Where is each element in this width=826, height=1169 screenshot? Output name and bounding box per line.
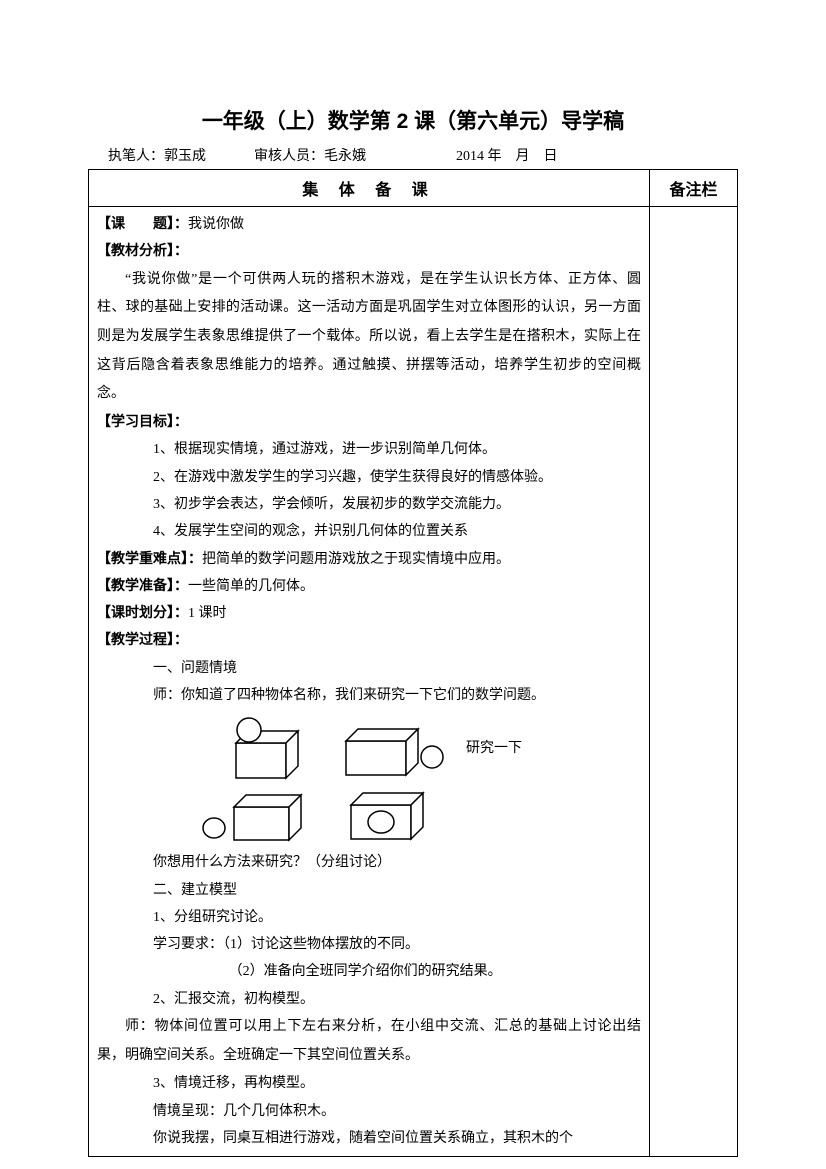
note-header-cell: 备注栏 (650, 170, 738, 207)
cuboid-ball-top-icon (216, 713, 316, 783)
section-2-3-line-1: 情境呈现：几个几何体积木。 (97, 1098, 641, 1125)
reviewer-label: 审核人员： (254, 149, 324, 164)
goal-item-2: 2、在游戏中激发学生的学习兴趣，使学生获得良好的情感体验。 (97, 464, 641, 491)
cuboid-ball-left-icon (199, 785, 309, 845)
diagram-label: 研究一下 (466, 735, 522, 762)
reviewer-name: 毛永娥 (324, 149, 366, 164)
diagram-row-bottom (97, 785, 641, 845)
diagram-row-top: 研究一下 (97, 713, 641, 783)
page-title: 一年级（上）数学第 2 课（第六单元）导学稿 (88, 105, 738, 135)
goal-item-3: 3、初步学会表达，学会倾听，发展初步的数学交流能力。 (97, 491, 641, 518)
author-label: 执笔人： (108, 149, 164, 164)
section-2-2-text: 师：物体间位置可以用上下左右来分析，在小组中交流、汇总的基础上讨论出结果，明确空… (97, 1013, 641, 1070)
main-content-cell: 【课 题】：我说你做 【教材分析】： “我说你做”是一个可供两人玩的搭积木游戏，… (89, 207, 650, 1157)
keypoints-line: 【教学重难点】：把简单的数学问题用游戏放之于现实情境中应用。 (97, 546, 641, 573)
section-2-2-title: 2、汇报交流，初构模型。 (97, 986, 641, 1013)
section-1-line-2: 你想用什么方法来研究？（分组讨论） (97, 849, 641, 876)
analysis-label: 【教材分析】： (97, 238, 641, 265)
reviewer-segment: 审核人员：毛永娥 (254, 145, 366, 165)
periods-label: 【课时划分】： (97, 606, 188, 621)
analysis-text: “我说你做”是一个可供两人玩的搭积木游戏，是在学生认识长方体、正方体、圆柱、球的… (97, 266, 641, 409)
cuboid-ball-front-icon (339, 785, 439, 845)
table-content-row: 【课 题】：我说你做 【教材分析】： “我说你做”是一个可供两人玩的搭积木游戏，… (89, 207, 738, 1157)
section-2-3-line-2: 你说我摆，同桌互相进行游戏，随着空间位置关系确立，其积木的个 (97, 1125, 641, 1152)
table-header-row: 集 体 备 课 备注栏 (89, 170, 738, 207)
section-1-line-1: 师：你知道了四种物体名称，我们来研究一下它们的数学问题。 (97, 682, 641, 709)
main-header-cell: 集 体 备 课 (89, 170, 650, 207)
topic-value: 我说你做 (188, 217, 244, 232)
lesson-plan-table: 集 体 备 课 备注栏 【课 题】：我说你做 【教材分析】： “我说你做”是一个… (88, 169, 738, 1157)
section-2-1-line-2: （2）准备向全班同学介绍你们的研究结果。 (97, 958, 641, 985)
section-2-1-line-1: 学习要求：（1）讨论这些物体摆放的不同。 (97, 931, 641, 958)
topic-line: 【课 题】：我说你做 (97, 211, 641, 238)
note-content-cell (650, 207, 738, 1157)
keypoints-value: 把简单的数学问题用游戏放之于现实情境中应用。 (202, 552, 510, 567)
prep-value: 一些简单的几何体。 (188, 579, 314, 594)
section-2-1-title: 1、分组研究讨论。 (97, 904, 641, 931)
prep-label: 【教学准备】： (97, 579, 188, 594)
date-segment: 2014 年 月 日 (456, 145, 558, 165)
topic-label: 【课 题】： (97, 217, 188, 232)
periods-line: 【课时划分】：1 课时 (97, 600, 641, 627)
section-2-3-title: 3、情境迁移，再构模型。 (97, 1070, 641, 1097)
process-label: 【教学过程】： (97, 627, 641, 654)
section-2-title: 二、建立模型 (97, 877, 641, 904)
author-segment: 执笔人：郭玉成 (108, 145, 206, 165)
section-1-title: 一、问题情境 (97, 655, 641, 682)
goals-label: 【学习目标】： (97, 409, 641, 436)
keypoints-label: 【教学重难点】： (97, 552, 202, 567)
cuboid-ball-right-icon (336, 713, 446, 783)
goal-item-4: 4、发展学生空间的观念，并识别几何体的位置关系 (97, 518, 641, 545)
prep-line: 【教学准备】：一些简单的几何体。 (97, 573, 641, 600)
goal-item-1: 1、根据现实情境，通过游戏，进一步识别简单几何体。 (97, 436, 641, 463)
author-name: 郭玉成 (164, 149, 206, 164)
byline-row: 执笔人：郭玉成 审核人员：毛永娥 2014 年 月 日 (88, 145, 738, 169)
periods-value: 1 课时 (188, 606, 227, 621)
